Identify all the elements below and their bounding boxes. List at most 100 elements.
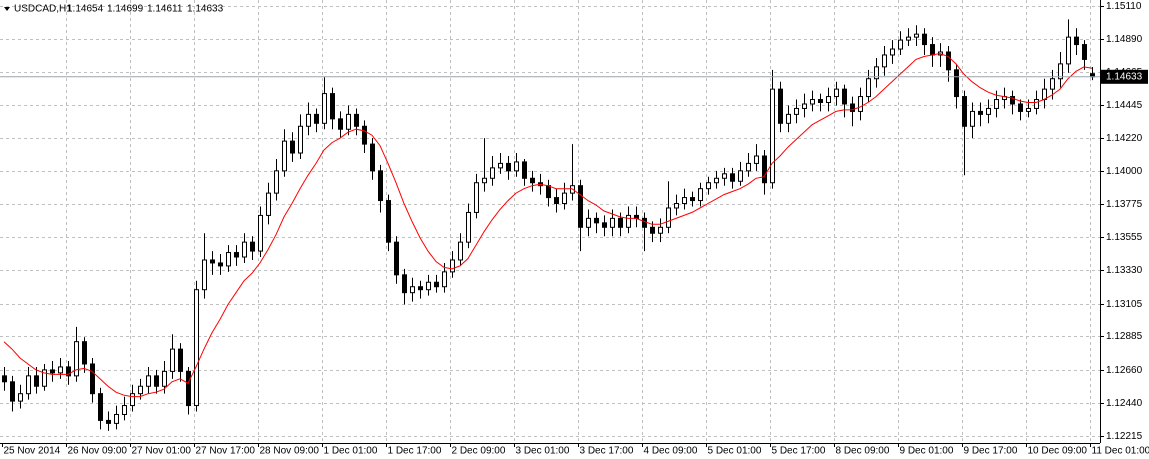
candle-body [658, 226, 663, 234]
header: USDCAD,H1 1.14654 1.14699 1.14611 1.1463… [4, 4, 224, 15]
candle-body [562, 192, 567, 205]
candle-body [34, 375, 39, 387]
candle-body [922, 33, 927, 46]
candle-body [90, 363, 95, 395]
x-tick-label: 28 Nov 09:00 [260, 446, 320, 457]
candle-body [754, 155, 759, 164]
y-tick-label: 1.14890 [1106, 34, 1143, 45]
candle-body [418, 286, 423, 291]
candle-body [626, 214, 631, 228]
candle-body [914, 33, 919, 38]
candle-body [426, 281, 431, 291]
y-tick-label: 1.13105 [1106, 299, 1143, 310]
candle-body [186, 370, 191, 407]
candle-body [1018, 103, 1023, 112]
candle-body [1010, 96, 1015, 105]
candle-body [962, 96, 967, 127]
x-tick-label: 4 Dec 09:00 [644, 446, 698, 457]
candle-body [178, 348, 183, 372]
candle-body [826, 96, 831, 104]
header-close: 1.14633 [187, 4, 224, 15]
candle-body [994, 99, 999, 109]
candle-body [610, 217, 615, 228]
candle-body [666, 207, 671, 228]
candle-body [738, 170, 743, 182]
y-tick-label: 1.15110 [1106, 1, 1142, 12]
candle-body [306, 113, 311, 127]
candle-body [642, 217, 647, 228]
candle-body [794, 107, 799, 115]
candle-body [26, 375, 31, 395]
candle-body [674, 203, 679, 209]
candle-body [42, 369, 47, 387]
candle-body [474, 182, 479, 213]
candle-body [514, 161, 519, 172]
candle-body [450, 259, 455, 273]
y-tick-label: 1.12215 [1106, 431, 1143, 442]
candle-body [698, 188, 703, 202]
candle-body [770, 88, 775, 184]
candle-body [354, 113, 359, 127]
candle-body [346, 113, 351, 130]
candle-body [690, 197, 695, 202]
candle-body [850, 103, 855, 112]
candle-body [1082, 44, 1087, 60]
candle-body [522, 161, 527, 179]
candle-body [410, 286, 415, 294]
candle-body [282, 140, 287, 172]
candle-body [650, 226, 655, 234]
candle-body [394, 241, 399, 276]
candle-body [578, 185, 583, 228]
x-tick-label: 25 Nov 2014 [4, 446, 61, 457]
candle-body [362, 125, 367, 145]
current-price-box [1101, 69, 1148, 84]
candle-body [530, 177, 535, 184]
candle-body [946, 51, 951, 71]
x-tick-label: 9 Dec 17:00 [964, 446, 1018, 457]
x-tick-label: 5 Dec 01:00 [708, 446, 762, 457]
candle-body [898, 39, 903, 50]
candle-body [722, 173, 727, 179]
candle-body [618, 217, 623, 228]
candle-body [762, 155, 767, 184]
candle-body [802, 103, 807, 109]
candle-body [106, 419, 111, 424]
candle-body [1050, 78, 1055, 90]
current-price-label: 1.14633 [1106, 71, 1143, 82]
candle-body [1066, 36, 1071, 65]
candle-body [706, 182, 711, 190]
candle-body [1026, 107, 1031, 112]
candle-body [978, 110, 983, 115]
x-tick-label: 27 Nov 17:00 [196, 446, 256, 457]
candle-body [50, 369, 55, 374]
candle-body [866, 78, 871, 98]
candle-body [98, 393, 103, 421]
x-tick-label: 9 Dec 01:00 [900, 446, 954, 457]
x-tick-label: 11 Dec 01:00 [1092, 446, 1149, 457]
y-tick-label: 1.12660 [1106, 365, 1143, 376]
candle-body [906, 36, 911, 41]
candle-body [322, 93, 327, 124]
candle-body [58, 366, 63, 374]
candle-body [258, 214, 263, 252]
candle-body [378, 170, 383, 202]
header-high: 1.14699 [107, 4, 144, 15]
candle-body [242, 241, 247, 258]
candle-body [386, 200, 391, 243]
candle-body [954, 69, 959, 98]
candle-body [314, 113, 319, 124]
candle-body [970, 110, 975, 127]
candle-body [482, 177, 487, 184]
candle-body [586, 217, 591, 228]
x-tick-label: 5 Dec 17:00 [772, 446, 826, 457]
candle-body [746, 162, 751, 172]
candle-body [1074, 36, 1079, 46]
moving-average [3, 52, 1093, 398]
candle-body [130, 393, 135, 407]
candle-body [82, 341, 87, 365]
candle-body [266, 192, 271, 216]
candle-body [778, 88, 783, 124]
candle-body [234, 252, 239, 258]
